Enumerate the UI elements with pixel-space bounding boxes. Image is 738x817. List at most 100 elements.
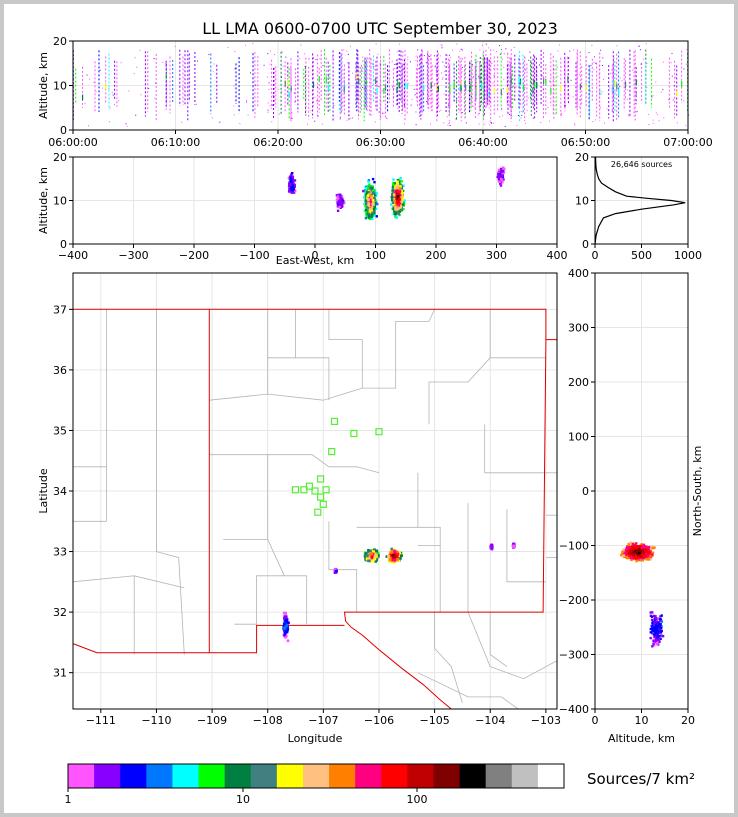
source-point bbox=[197, 60, 198, 62]
source-point bbox=[441, 45, 443, 47]
source-cell bbox=[627, 550, 630, 553]
source-point bbox=[425, 100, 427, 102]
source-point bbox=[455, 118, 457, 120]
source-cell bbox=[368, 183, 371, 186]
x-tick-label: 100 bbox=[365, 249, 386, 262]
source-point bbox=[520, 110, 522, 112]
source-cell bbox=[375, 559, 378, 562]
source-point bbox=[503, 53, 505, 55]
source-cell bbox=[289, 176, 292, 180]
source-cell bbox=[399, 177, 402, 180]
source-cell bbox=[650, 618, 654, 622]
source-point bbox=[500, 109, 502, 111]
source-cell bbox=[367, 179, 371, 182]
source-point bbox=[626, 89, 628, 91]
source-point bbox=[295, 84, 297, 86]
colorbar: Sources/7 km² 1 10 100 bbox=[65, 763, 695, 806]
source-cell bbox=[367, 216, 371, 219]
source-cell bbox=[647, 545, 651, 549]
source-point bbox=[449, 125, 451, 126]
source-cell bbox=[498, 180, 501, 183]
source-point bbox=[362, 67, 363, 68]
source-cell bbox=[395, 210, 398, 213]
county-line bbox=[209, 454, 380, 474]
source-point bbox=[448, 87, 450, 89]
source-point bbox=[341, 102, 343, 104]
source-point bbox=[646, 63, 648, 65]
source-cell bbox=[449, 88, 451, 95]
source-point bbox=[489, 124, 491, 126]
source-cell bbox=[397, 190, 400, 193]
source-point bbox=[542, 89, 544, 91]
source-point bbox=[504, 125, 506, 127]
source-point bbox=[675, 77, 677, 78]
source-cell bbox=[340, 194, 343, 198]
colorbar-swatch bbox=[120, 764, 147, 788]
source-cell bbox=[644, 552, 648, 555]
source-point bbox=[449, 54, 450, 56]
y-tick-label: 300 bbox=[568, 322, 589, 335]
source-cell bbox=[579, 83, 581, 90]
source-cell bbox=[519, 80, 521, 87]
colorbar-swatch bbox=[198, 764, 225, 788]
x-tick-label: 1000 bbox=[674, 249, 702, 262]
source-point bbox=[461, 67, 463, 68]
source-cell bbox=[659, 626, 662, 630]
source-cell bbox=[650, 624, 653, 628]
source-point bbox=[108, 88, 110, 90]
source-point bbox=[402, 99, 404, 100]
source-point bbox=[365, 76, 367, 78]
source-point bbox=[611, 69, 613, 71]
source-point bbox=[609, 87, 611, 89]
source-cell bbox=[599, 89, 601, 96]
source-point bbox=[364, 70, 366, 72]
source-cell bbox=[373, 196, 376, 200]
source-cell bbox=[501, 171, 504, 175]
source-point bbox=[629, 70, 631, 72]
source-cell bbox=[638, 551, 641, 554]
source-point bbox=[610, 72, 612, 74]
x-tick-label: 500 bbox=[631, 249, 652, 262]
source-cell bbox=[375, 192, 378, 195]
source-point bbox=[255, 84, 257, 86]
source-cell bbox=[654, 631, 657, 634]
source-cell bbox=[469, 85, 471, 92]
source-point bbox=[396, 51, 398, 53]
source-cell bbox=[532, 87, 534, 94]
source-cell bbox=[290, 190, 293, 193]
source-point bbox=[378, 111, 380, 113]
source-point bbox=[291, 112, 293, 114]
source-cell bbox=[285, 619, 288, 622]
source-cell bbox=[291, 172, 294, 175]
source-point bbox=[147, 71, 149, 73]
source-cell bbox=[657, 617, 660, 620]
source-point bbox=[556, 111, 558, 113]
source-cell bbox=[653, 639, 657, 642]
source-cell bbox=[519, 78, 522, 85]
source-point bbox=[611, 110, 613, 112]
source-point bbox=[445, 60, 447, 62]
border-us-mexico bbox=[72, 643, 210, 654]
source-cell bbox=[681, 81, 683, 88]
colorbar-border bbox=[67, 763, 565, 789]
x-tick-label: 06:40:00 bbox=[458, 136, 507, 149]
source-cell bbox=[649, 636, 652, 640]
source-cell bbox=[391, 194, 394, 197]
colorbar-swatch bbox=[276, 764, 304, 788]
source-point bbox=[118, 100, 120, 102]
source-cell bbox=[372, 210, 375, 213]
county-line bbox=[267, 539, 308, 625]
source-cell bbox=[367, 184, 371, 188]
source-point bbox=[531, 111, 532, 113]
source-cell bbox=[633, 555, 636, 559]
source-point bbox=[391, 60, 393, 62]
source-point bbox=[638, 46, 640, 47]
source-point bbox=[495, 68, 497, 70]
source-cell bbox=[650, 553, 654, 556]
source-cell bbox=[396, 180, 399, 183]
x-axis-label: Longitude bbox=[288, 732, 343, 745]
source-cell bbox=[371, 553, 375, 556]
source-cell bbox=[500, 89, 502, 96]
source-cell bbox=[391, 192, 394, 196]
source-point bbox=[252, 43, 254, 45]
